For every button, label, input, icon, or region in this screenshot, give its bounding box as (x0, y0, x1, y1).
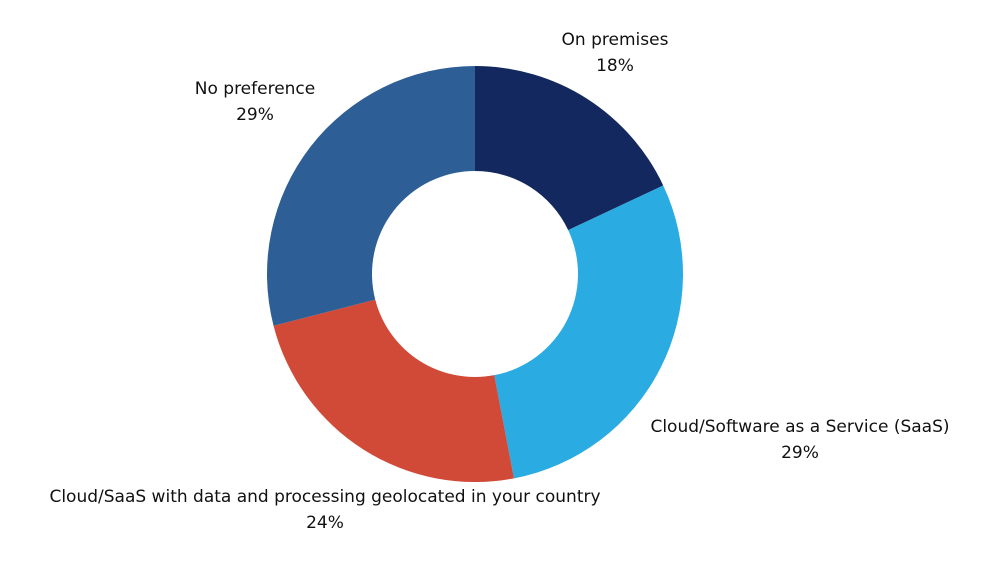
segment-label: Cloud/SaaS with data and processing geol… (49, 487, 600, 507)
segment-value-label: 29% (236, 105, 274, 125)
donut-segment (475, 66, 664, 231)
segment-label: No preference (195, 79, 316, 99)
donut-segment (494, 185, 684, 479)
segment-value-label: 24% (306, 513, 344, 533)
segment-label: Cloud/Software as a Service (SaaS) (650, 417, 949, 437)
segment-label: On premises (562, 30, 669, 50)
segment-value-label: 29% (781, 443, 819, 463)
donut-segment (273, 299, 514, 482)
segment-value-label: 18% (596, 56, 634, 76)
donut-segment (267, 66, 475, 326)
